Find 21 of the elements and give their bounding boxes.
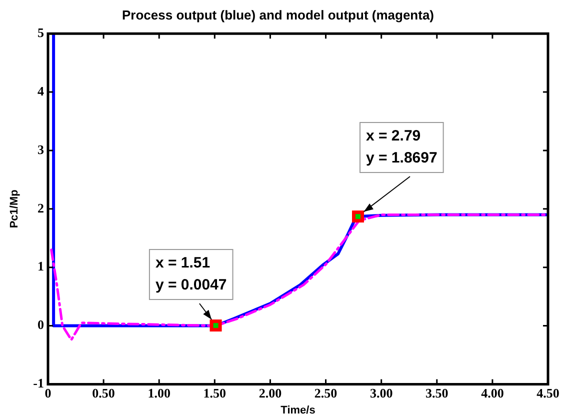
- x-tick-label: 4.00: [481, 385, 504, 400]
- y-tick-label: -1: [33, 376, 44, 391]
- y-tick-label: 1: [38, 258, 44, 274]
- x-tick-label: 2.50: [314, 385, 338, 400]
- x-axis-title: Time/s: [280, 404, 316, 416]
- x-tick-label: 0.50: [92, 385, 115, 400]
- annotation: x = 1.51 y = 0.0047: [155, 254, 227, 294]
- y-tick-label: 5: [38, 24, 44, 40]
- x-tick-label: 3.50: [426, 385, 448, 400]
- annotation: x = 2.79 y = 1.8697: [366, 128, 438, 167]
- x-tick-label: 2.00: [258, 385, 282, 400]
- y-tick-label: 4: [38, 83, 44, 98]
- x-tick-label: 3.00: [370, 385, 393, 400]
- x-tick-label: 4.50: [536, 385, 560, 400]
- x-tick-label: 1.50: [203, 385, 226, 400]
- y-axis-title: Pc1/Mp: [8, 189, 21, 228]
- y-tick-label: 0: [38, 317, 44, 332]
- y-tick-label: 2: [38, 200, 44, 216]
- y-tick-label: 3: [38, 142, 44, 157]
- x-tick-label: 1.00: [148, 385, 170, 400]
- chart-title: Process output (blue) and model output (magenta): [122, 7, 434, 22]
